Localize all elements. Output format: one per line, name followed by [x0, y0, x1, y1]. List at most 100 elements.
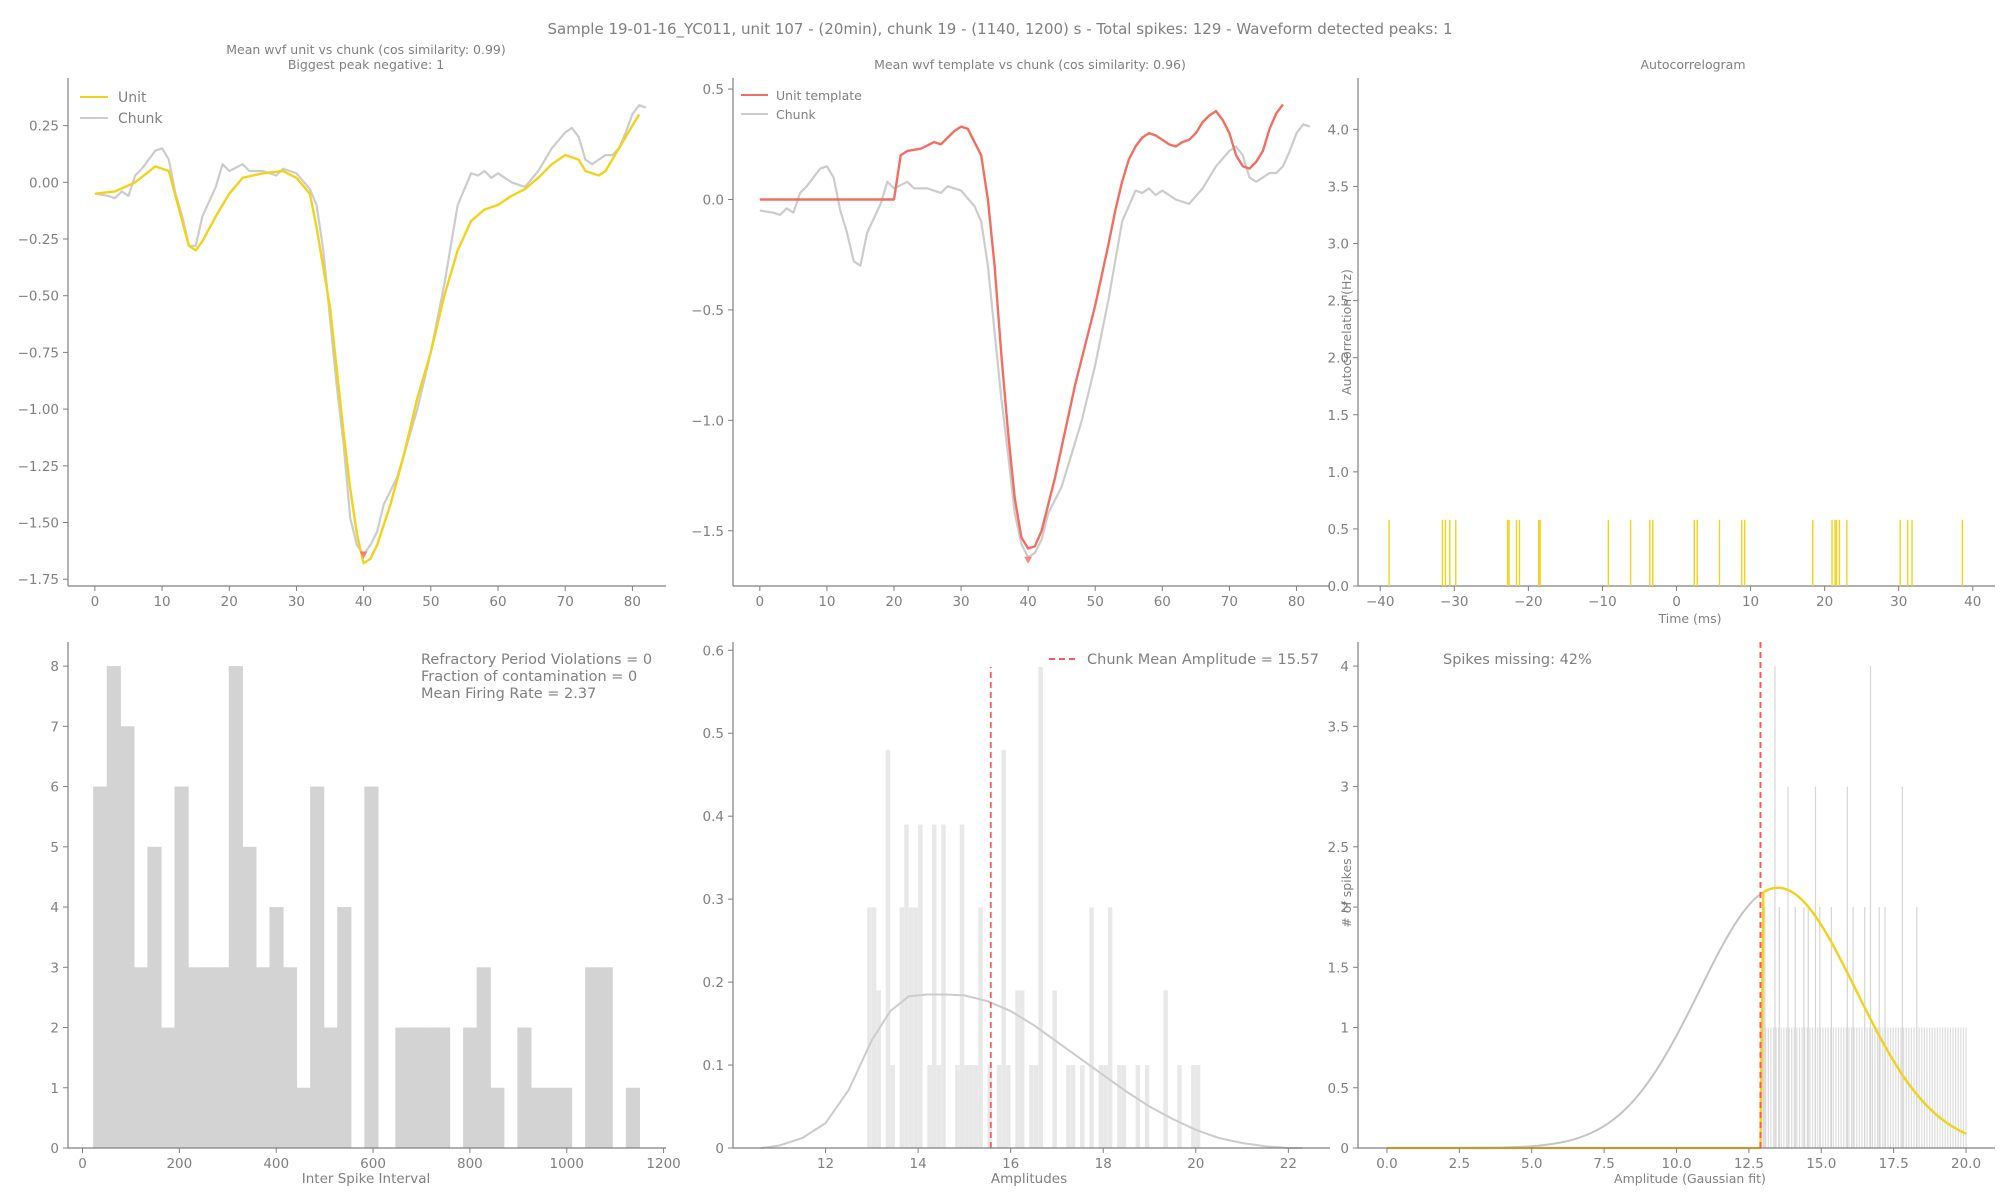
panel-waveform-unit: Mean wvf unit vs chunk (cos similarity: …: [18, 42, 666, 610]
amplitude-bar: [969, 1065, 974, 1148]
amplitude-bar: [964, 1065, 969, 1148]
x-tick-label: 1000: [550, 1156, 584, 1172]
y-tick-label: 1.0: [1328, 465, 1349, 481]
x-tick-label: 30: [952, 594, 969, 610]
amplitude-bar: [1001, 749, 1006, 1148]
x-tick-label: 40: [1020, 594, 1037, 610]
series-chunk-line: [94, 104, 647, 556]
panel-waveform-template: Mean wvf template vs chunk (cos similari…: [691, 57, 1330, 610]
y-tick-label: −0.5: [691, 303, 724, 319]
isi-bar: [282, 967, 298, 1148]
y-tick-label: 0.4: [703, 809, 724, 825]
x-axis-label: Amplitude (Gaussian fit): [1614, 1171, 1766, 1186]
y-tick-label: 0.6: [703, 643, 724, 659]
y-tick-label: −1.50: [18, 516, 59, 532]
annotation-contamination: Fraction of contamination = 0: [421, 669, 637, 685]
x-tick-label: 40: [355, 594, 372, 610]
y-tick-label: 5: [50, 840, 59, 856]
panel-isi-histogram: Inter Spike Interval Refractory Period V…: [50, 642, 681, 1187]
peak-marker: [1024, 556, 1033, 564]
amplitude-bar: [932, 824, 937, 1148]
panel-title: Mean wvf template vs chunk (cos similari…: [874, 57, 1186, 72]
y-tick-label: 0: [715, 1141, 724, 1157]
isi-bar: [408, 1027, 424, 1148]
y-tick-label: 2: [1340, 900, 1349, 916]
x-tick-label: 12.5: [1734, 1156, 1764, 1172]
isi-bar: [160, 1027, 176, 1148]
amplitude-bar: [1121, 1065, 1127, 1148]
y-tick-label: 3: [50, 960, 59, 976]
amplitude-bar: [871, 907, 877, 1148]
x-tick-label: 10: [153, 594, 170, 610]
x-tick-label: −40: [1366, 594, 1395, 610]
y-axis-label: # of spikes: [1339, 858, 1354, 927]
isi-bar: [106, 666, 121, 1148]
x-tick-label: 16: [1002, 1156, 1019, 1172]
amplitude-bar: [1089, 907, 1094, 1148]
panel-title: Autocorrelogram: [1640, 57, 1745, 72]
legend: Unit template Chunk: [741, 88, 862, 122]
x-tick-label: 20.0: [1951, 1156, 1981, 1172]
x-tick-label: 0: [756, 594, 765, 610]
legend-label: Chunk: [776, 107, 816, 122]
y-axis-label: Autocorrelation (Hz): [1339, 269, 1354, 395]
legend: Unit Chunk: [80, 90, 163, 127]
x-axis-label: Inter Spike Interval: [302, 1171, 431, 1187]
y-tick-label: −0.25: [18, 232, 59, 248]
amplitude-bar: [1080, 1065, 1085, 1148]
x-tick-label: 80: [624, 594, 641, 610]
x-tick-label: 70: [557, 594, 574, 610]
amplitude-bar: [904, 824, 909, 1148]
x-tick-label: 50: [422, 594, 439, 610]
amplitude-bar: [1033, 1065, 1039, 1148]
density-curve: [760, 993, 1303, 1149]
x-tick-label: 20: [221, 594, 238, 610]
x-tick-label: 80: [1288, 594, 1305, 610]
y-tick-label: 0.5: [1328, 522, 1349, 538]
amplitude-bar: [876, 990, 881, 1148]
y-tick-label: 0.5: [703, 726, 724, 742]
isi-bar: [625, 1087, 640, 1148]
isi-bar: [215, 967, 230, 1148]
isi-bar: [228, 666, 243, 1148]
amplitude-bar: [1191, 1065, 1196, 1148]
y-tick-label: 0.5: [1328, 1081, 1349, 1097]
amplitude-bar: [1015, 990, 1020, 1148]
y-tick-label: −0.50: [18, 289, 59, 305]
y-tick-label: 0.25: [29, 119, 59, 135]
x-axis-label: Amplitudes: [991, 1171, 1067, 1187]
x-tick-label: 18: [1095, 1156, 1112, 1172]
legend-label: Unit: [118, 90, 147, 106]
y-tick-label: 2.0: [1328, 351, 1349, 367]
y-tick-label: 1.5: [1328, 408, 1349, 424]
legend-label: Chunk: [118, 111, 163, 127]
y-tick-label: 4: [50, 900, 59, 916]
y-tick-label: −0.75: [18, 345, 59, 361]
x-tick-label: 15.0: [1806, 1156, 1836, 1172]
panel-autocorrelogram: Autocorrelogram Time (ms) Autocorrelatio…: [1328, 57, 1995, 626]
x-tick-label: 7.5: [1593, 1156, 1614, 1172]
isi-bar: [558, 1087, 573, 1148]
isi-bar: [242, 846, 257, 1148]
x-tick-label: 10: [818, 594, 835, 610]
isi-bar: [517, 1027, 532, 1148]
legend-label: Unit template: [776, 88, 862, 103]
amplitude-bar: [987, 1065, 993, 1148]
y-tick-label: 3.5: [1328, 719, 1349, 735]
x-tick-label: 200: [166, 1156, 192, 1172]
figure-suptitle: Sample 19-01-16_YC011, unit 107 - (20min…: [547, 20, 1452, 39]
amplitude-bar: [867, 907, 872, 1148]
isi-bar: [188, 967, 203, 1148]
amplitude-bar: [1144, 1065, 1150, 1148]
panel-amplitudes: Amplitudes Chunk Mean Amplitude = 15.57 …: [703, 642, 1330, 1187]
amplitude-bar: [918, 824, 923, 1148]
x-tick-label: 50: [1087, 594, 1104, 610]
amplitude-bar: [936, 1065, 942, 1148]
x-tick-label: 0: [1672, 594, 1681, 610]
amplitude-bar: [996, 1065, 1002, 1148]
amplitude-bar: [927, 1065, 932, 1148]
y-tick-label: 0.5: [703, 82, 724, 98]
y-tick-label: 0.2: [703, 975, 724, 991]
y-tick-label: 0.0: [1328, 579, 1349, 595]
y-tick-label: 0.00: [29, 175, 59, 191]
